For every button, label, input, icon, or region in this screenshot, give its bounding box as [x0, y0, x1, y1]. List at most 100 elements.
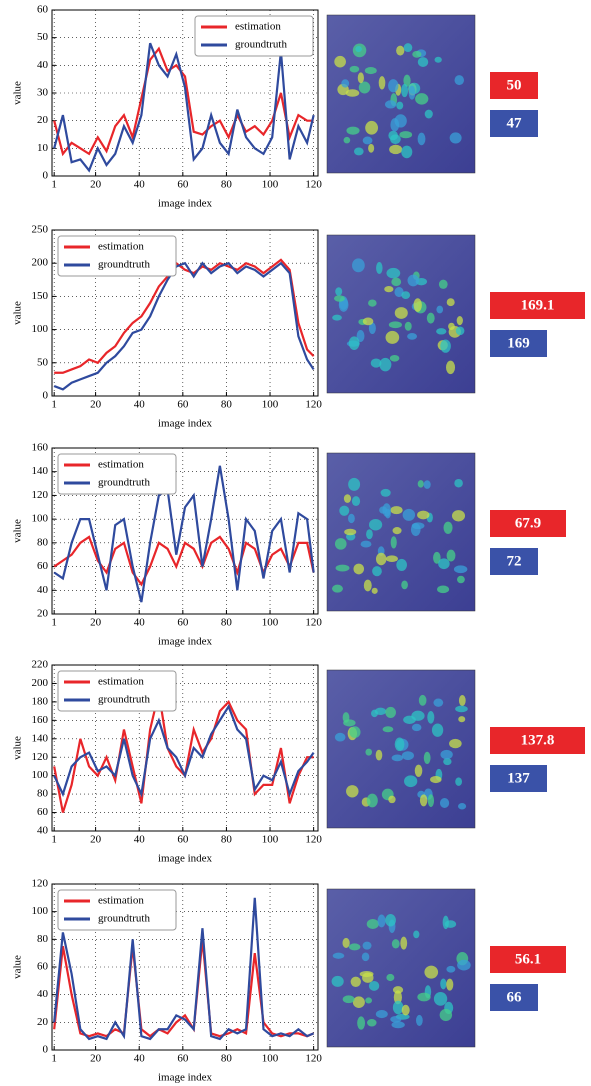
heat-spot [401, 291, 411, 300]
heat-spot [375, 552, 387, 566]
heat-spot [411, 723, 422, 732]
heat-spot [352, 996, 365, 1008]
x-tick-label: 60 [177, 179, 189, 191]
y-tick-label: 160 [32, 442, 49, 454]
heat-spot [458, 716, 466, 723]
x-tick-label: 80 [221, 617, 233, 629]
y-tick-label: 60 [37, 961, 49, 973]
count-label: 67.9 [515, 515, 541, 531]
heat-spot [389, 354, 400, 362]
heat-spot [443, 521, 453, 534]
heat-spot [455, 326, 465, 336]
x-tick-label: 120 [305, 617, 322, 629]
series-line [53, 261, 315, 391]
x-tick-label: 100 [262, 399, 279, 411]
y-axis-label: value [12, 955, 24, 979]
heat-spot [440, 339, 451, 353]
heat-spot [351, 496, 361, 507]
heat-spot [396, 101, 404, 110]
x-tick-label: 60 [177, 834, 189, 846]
heat-spot [436, 328, 447, 335]
series-line [53, 465, 315, 603]
y-axis-label: value [12, 519, 24, 543]
heat-spot [393, 990, 402, 1005]
series-line [53, 42, 315, 173]
heat-spot [349, 65, 360, 73]
series-line [53, 535, 315, 587]
heat-spot [368, 518, 383, 531]
legend-label: estimation [98, 895, 144, 907]
heat-spot [396, 558, 407, 572]
heat-spot [350, 976, 361, 987]
y-tick-label: 80 [37, 933, 49, 945]
x-axis-label: image index [158, 198, 213, 210]
heat-spot [401, 1004, 410, 1016]
y-tick-label: 30 [37, 87, 49, 99]
heat-spot [454, 75, 465, 86]
heat-spot [364, 67, 377, 75]
x-tick-label: 120 [305, 834, 322, 846]
heat-spot [445, 360, 456, 375]
heat-spot [335, 564, 350, 572]
y-tick-label: 20 [37, 114, 49, 126]
heat-spot [418, 694, 427, 706]
heat-spot [363, 579, 372, 592]
y-tick-label: 120 [32, 751, 49, 763]
count-label: 66 [507, 989, 523, 1005]
heat-spot [343, 494, 352, 503]
heat-spot [433, 992, 448, 1006]
y-tick-label: 140 [32, 732, 49, 744]
heat-spot [391, 754, 404, 762]
x-axis-label: image index [158, 1072, 213, 1084]
heat-spot [386, 267, 401, 279]
x-tick-label: 20 [90, 179, 102, 191]
heat-spot [457, 575, 465, 584]
heat-spot [434, 56, 442, 63]
heat-spot [453, 565, 468, 574]
y-tick-label: 80 [37, 788, 49, 800]
y-axis-label: value [12, 81, 24, 105]
heat-spot [348, 513, 355, 524]
y-tick-label: 40 [37, 59, 49, 71]
legend-label: groundtruth [98, 913, 150, 925]
heat-spot [348, 943, 361, 951]
heat-spot [346, 785, 359, 798]
heat-spot [457, 959, 471, 971]
count-box [490, 984, 538, 1011]
y-tick-label: 180 [32, 695, 49, 707]
heat-spot [334, 732, 346, 742]
x-tick-label: 60 [177, 1053, 189, 1065]
heat-spot [334, 538, 347, 550]
heat-spot [345, 89, 360, 97]
heat-spot [404, 775, 418, 788]
heat-spot [423, 751, 431, 765]
x-tick-label: 80 [221, 179, 233, 191]
heat-spot [378, 76, 386, 90]
heat-spot [407, 333, 418, 340]
heat-spot [440, 978, 447, 990]
heat-spot [391, 277, 402, 287]
heat-spot [365, 997, 373, 1004]
heat-spot [437, 585, 450, 594]
y-tick-label: 40 [37, 825, 49, 837]
heat-spot [401, 145, 413, 159]
heat-spot [366, 529, 373, 540]
heat-spot [379, 506, 388, 514]
heat-spot [372, 566, 382, 577]
heat-spot [424, 109, 433, 119]
heat-spot [391, 1021, 405, 1029]
heat-spot [414, 764, 423, 777]
heat-spot [352, 258, 365, 273]
heat-spot [371, 709, 378, 718]
heat-spot [375, 1010, 388, 1019]
heat-spot [339, 505, 350, 516]
heat-spot [394, 114, 407, 128]
y-tick-label: 50 [37, 31, 49, 43]
legend-label: estimation [98, 676, 144, 688]
heat-spot [368, 980, 380, 991]
heat-spot [403, 43, 413, 53]
series-line [53, 897, 315, 1041]
x-tick-label: 1 [51, 399, 57, 411]
heat-spot [416, 1014, 423, 1026]
x-tick-label: 20 [90, 834, 102, 846]
